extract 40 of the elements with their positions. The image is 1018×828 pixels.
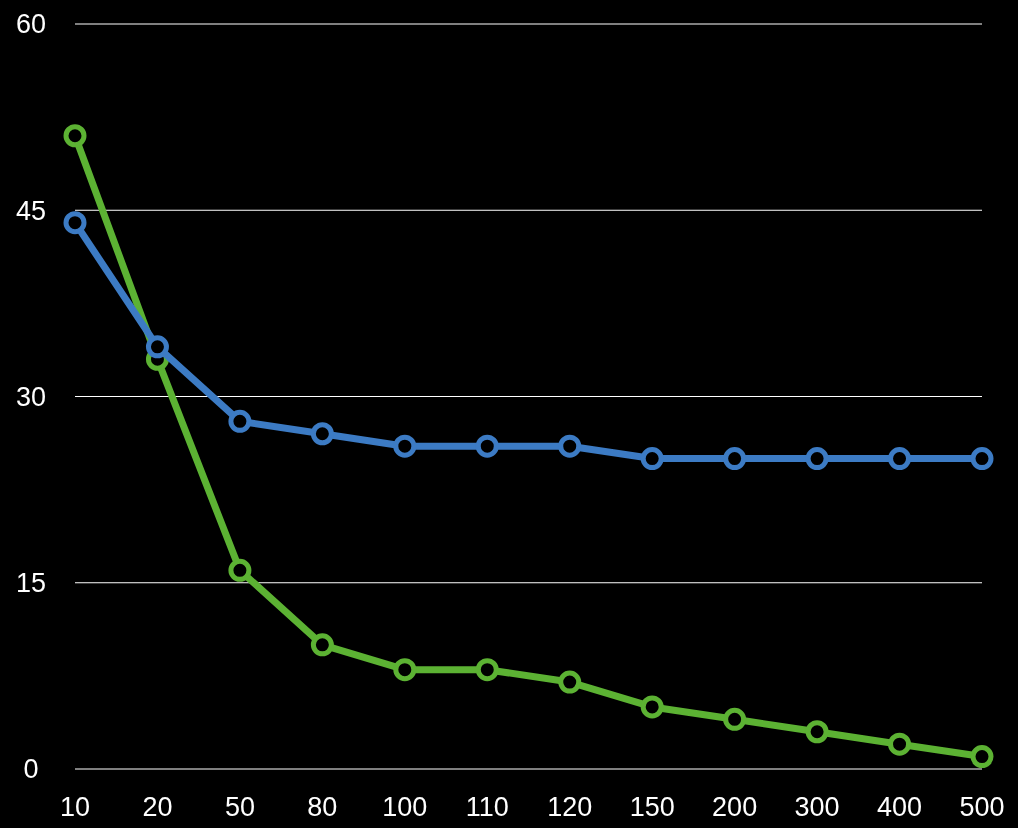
point: [475, 434, 499, 458]
point: [723, 447, 747, 471]
x-tick-label: 500: [959, 792, 1005, 822]
point: [63, 124, 87, 148]
x-tick-label: 300: [794, 792, 840, 822]
y-tick-label: 30: [15, 381, 47, 412]
y-tick-label: 60: [15, 9, 47, 40]
point: [805, 447, 829, 471]
y-tick-label: 45: [15, 195, 47, 226]
point: [310, 422, 334, 446]
x-tick-label: 200: [712, 792, 758, 822]
point: [805, 720, 829, 744]
y-tick-label: 15: [15, 568, 47, 599]
point: [970, 745, 994, 769]
point: [888, 447, 912, 471]
x-tick-label: 20: [142, 792, 173, 822]
point: [393, 658, 417, 682]
point: [475, 658, 499, 682]
x-tick-label: 400: [877, 792, 923, 822]
x-tick-label: 10: [59, 792, 91, 822]
point: [393, 434, 417, 458]
x-tick-label: 80: [307, 792, 338, 822]
point: [640, 695, 664, 719]
point: [145, 335, 169, 359]
x-tick-label: 100: [382, 792, 428, 822]
x-tick-label: 110: [465, 792, 509, 822]
point: [558, 670, 582, 694]
point: [310, 633, 334, 657]
point: [723, 707, 747, 731]
x-tick-label: 50: [224, 792, 255, 822]
point: [558, 434, 582, 458]
x-tick-label: 120: [547, 792, 593, 822]
x-tick-label: 150: [629, 792, 675, 822]
y-tick-label: 0: [23, 754, 39, 785]
point: [970, 447, 994, 471]
point: [640, 447, 664, 471]
point: [228, 558, 252, 582]
point: [888, 732, 912, 756]
point: [228, 409, 252, 433]
point: [63, 211, 87, 235]
